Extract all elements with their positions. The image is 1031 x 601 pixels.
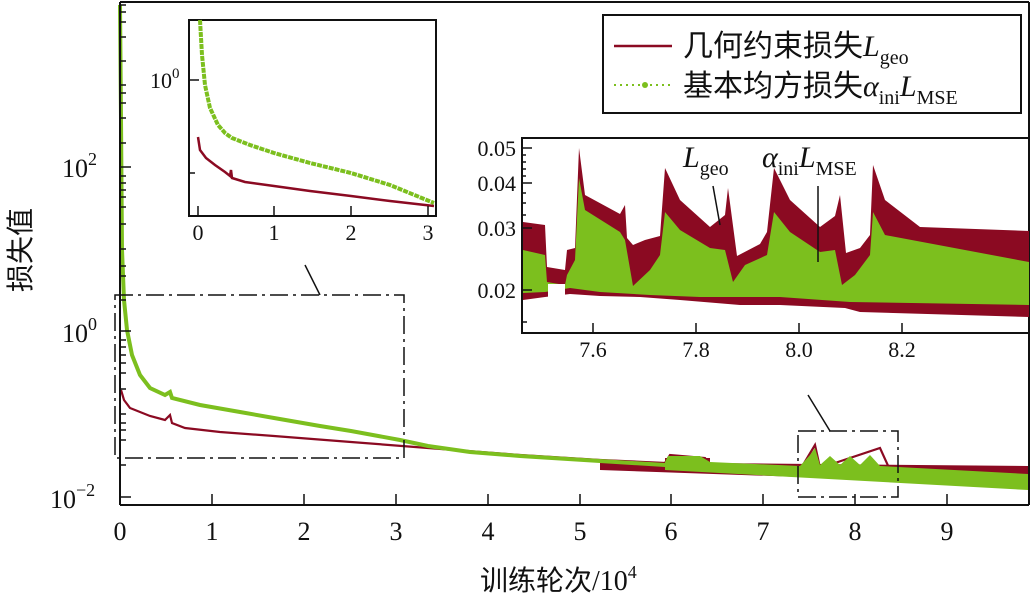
inset1-x-tick-0: 0 (193, 220, 204, 245)
inset-early-mse (198, 19, 435, 205)
annotation-l-geo-pointer (712, 185, 721, 226)
legend-marker-mse (642, 82, 648, 88)
x-axis-title: 训练轮次/104 (480, 562, 637, 597)
x-tick-5: 5 (574, 517, 587, 546)
x-tick-0: 0 (114, 517, 127, 546)
x-ticks (211, 494, 948, 505)
inset-late: 0.05 0.04 0.03 0.02 7.6 7.8 8.0 8.2 Lgeo… (478, 136, 1030, 362)
y-tick-100: 102 (62, 149, 97, 183)
y-ticks (120, 4, 131, 498)
inset2-y-tick-0.04: 0.04 (478, 171, 517, 196)
inset2-y-tick-0.05: 0.05 (478, 136, 517, 161)
inset-early: 0 1 2 3 100 (150, 19, 437, 245)
x-tick-8: 8 (849, 517, 862, 546)
x-tick-6: 6 (665, 517, 678, 546)
inset1-x-tick-2: 2 (346, 220, 357, 245)
inset2-x-tick-7.6: 7.6 (579, 337, 607, 362)
series-mse-band (665, 448, 1028, 490)
annotation-l-geo: Lgeo (682, 141, 729, 180)
inset-late-gap (548, 284, 565, 302)
x-tick-labels: 0 1 2 3 4 5 6 7 8 9 (114, 517, 954, 546)
x-tick-4: 4 (482, 517, 495, 546)
inset2-x-tick-7.8: 7.8 (682, 337, 710, 362)
x-tick-2: 2 (298, 517, 311, 546)
inset2-y-tick-0.03: 0.03 (478, 216, 517, 241)
x-tick-3: 3 (390, 517, 403, 546)
leader-line-late (807, 394, 831, 432)
y-axis-title: 损失值 (5, 208, 37, 292)
y-tick-1: 100 (62, 314, 97, 348)
x-tick-7: 7 (757, 517, 770, 546)
legend: 几何约束损失Lgeo 基本均方损失αiniLMSE (602, 14, 1022, 114)
legend-item-geo: 几何约束损失Lgeo (683, 30, 909, 69)
x-tick-1: 1 (206, 517, 219, 546)
inset1-x-tick-1: 1 (269, 220, 280, 245)
legend-item-mse: 基本均方损失αiniLMSE (683, 70, 958, 109)
y-tick-labels: 102 100 10−2 (50, 149, 97, 514)
y-tick-0.01: 10−2 (50, 480, 95, 514)
inset2-x-tick-8.2: 8.2 (888, 337, 916, 362)
annotation-l-mse: αiniLMSE (762, 141, 857, 180)
main-plot: 0 1 2 3 4 5 6 7 8 9 102 100 10−2 训练轮次/10… (5, 1, 1030, 597)
zoom-box-late (797, 430, 899, 498)
inset2-y-tick-0.02: 0.02 (478, 278, 517, 303)
leader-line-early (304, 264, 321, 296)
inset-early-geo (196, 136, 435, 208)
legend-box (602, 14, 1022, 114)
zoom-box-early (114, 294, 405, 459)
inset-late-mse-band (523, 178, 1029, 305)
inset2-x-tick-8.0: 8.0 (785, 337, 813, 362)
x-tick-9: 9 (941, 517, 954, 546)
inset1-y-tick-1: 100 (150, 66, 180, 93)
inset1-x-tick-3: 3 (423, 220, 434, 245)
series-mse-main (118, 4, 1029, 484)
